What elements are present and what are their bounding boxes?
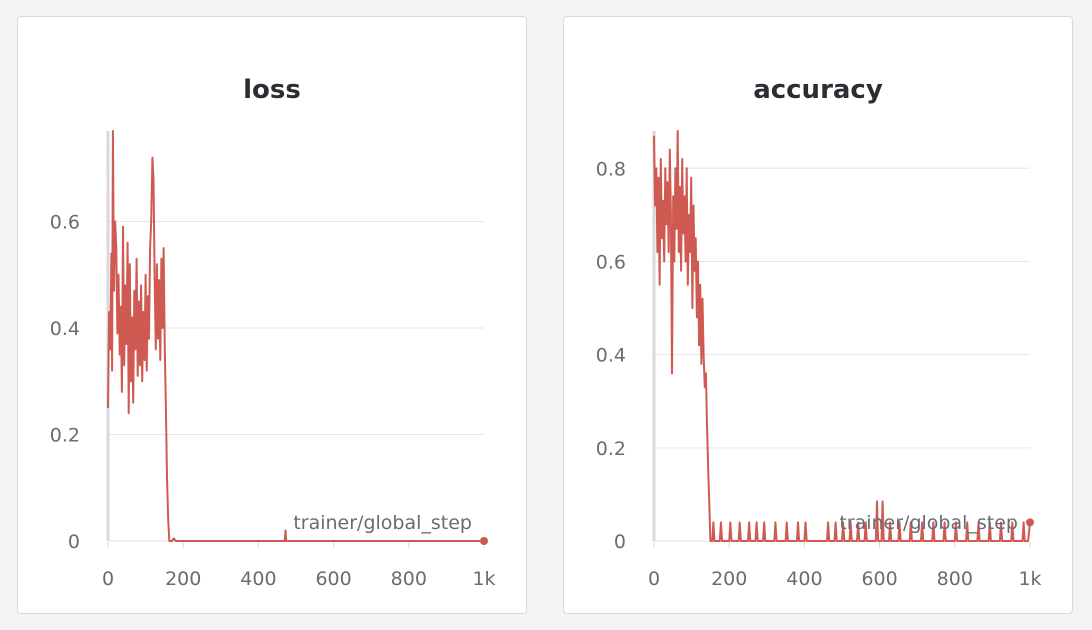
x-tick-label: 0 [648, 568, 660, 590]
y-tick-label: 0 [68, 531, 80, 553]
x-axis-label: trainer/global_step [293, 512, 472, 534]
series-endpoint [480, 537, 488, 545]
y-tick-label: 0.2 [596, 438, 626, 460]
series-endpoint [1026, 518, 1034, 526]
accuracy-chart-panel[interactable]: accuracy 0 0.2 0.4 0.6 0.8 0 200 400 600 800 1k tra… [563, 16, 1073, 614]
loss-chart-panel[interactable]: loss 0 0.2 0.4 0.6 0 200 400 600 800 1k trainer/gl… [17, 16, 527, 614]
x-tick-label: 600 [861, 568, 897, 590]
x-tick-label: 800 [391, 568, 427, 590]
x-tick-label: 200 [165, 568, 201, 590]
y-tick-label: 0.8 [596, 158, 626, 180]
series-line [654, 131, 1030, 541]
series-line [108, 131, 484, 541]
loss-chart: 0 0.2 0.4 0.6 0 200 400 600 800 1k trainer/global_… [18, 17, 528, 615]
y-tick-label: 0.4 [596, 345, 626, 367]
y-tick-label: 0.6 [596, 251, 626, 273]
x-tick-label: 400 [240, 568, 276, 590]
x-tick-label: 600 [315, 568, 351, 590]
y-tick-label: 0.6 [50, 212, 80, 234]
x-tick-label: 1k [1018, 568, 1041, 590]
x-tick-label: 200 [711, 568, 747, 590]
x-axis-label: trainer/global_step [839, 512, 1018, 534]
y-tick-label: 0.2 [50, 425, 80, 447]
x-tick-label: 400 [786, 568, 822, 590]
y-tick-label: 0.4 [50, 318, 80, 340]
x-tick-label: 800 [937, 568, 973, 590]
y-tick-label: 0 [614, 531, 626, 553]
accuracy-chart: 0 0.2 0.4 0.6 0.8 0 200 400 600 800 1k trainer/glob… [564, 17, 1074, 615]
x-tick-label: 0 [102, 568, 114, 590]
x-tick-label: 1k [472, 568, 495, 590]
